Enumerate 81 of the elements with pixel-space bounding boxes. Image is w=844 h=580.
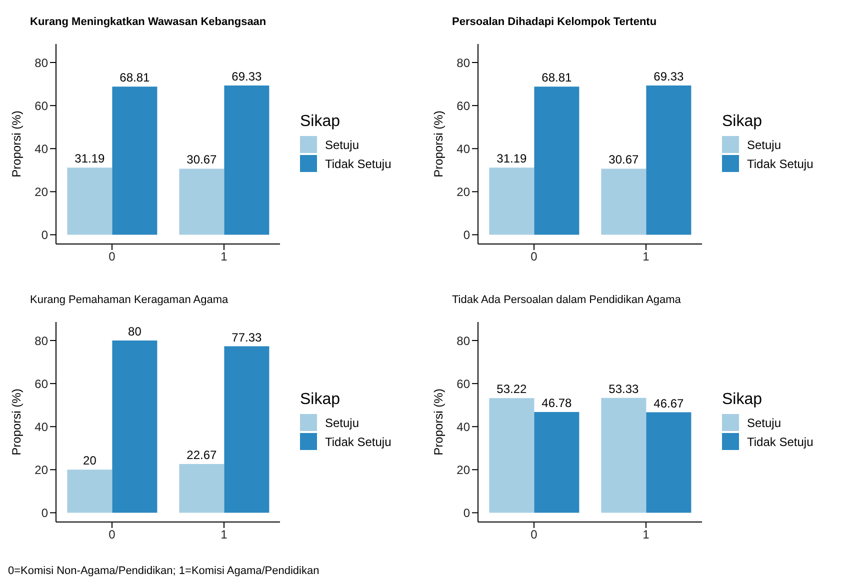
y-tick-label: 80: [34, 334, 48, 348]
y-tick-label: 20: [34, 462, 48, 477]
data-label: 68.81: [542, 70, 572, 85]
x-tick-label: 0: [530, 250, 538, 264]
legend-title: Sikap: [722, 113, 764, 131]
chart-title: Kurang Meningkatkan Wawasan Kebangsaan: [30, 16, 266, 28]
y-tick-label: 80: [34, 56, 48, 70]
bar: [179, 464, 224, 513]
bar: [534, 412, 580, 513]
chart-title: Persoalan Dihadapi Kelompok Tertentu: [452, 16, 657, 28]
y-tick-label: 60: [34, 98, 48, 113]
data-label: 30.67: [186, 152, 218, 167]
text: 0=Komisi Non-Agama/Pendidikan; 1=Komisi Agama/Pendidikan: [8, 565, 320, 577]
y-tick-label: 0: [463, 506, 470, 520]
legend-label: Setuju: [324, 136, 360, 154]
x-tick-label: 1: [642, 528, 650, 542]
data-label: 31.19: [74, 152, 106, 166]
x-tick-label: 0: [530, 528, 538, 542]
y-tick-label: 0: [41, 228, 48, 242]
data-label: 80: [128, 324, 142, 339]
x-tick-label: 0: [108, 528, 116, 542]
bar: [179, 168, 224, 235]
data-label: 77.33: [232, 330, 262, 344]
y-axis-title: Proporsi (%): [9, 388, 24, 456]
y-axis-title: Proporsi (%): [9, 110, 24, 178]
legend-label: Setuju: [746, 414, 782, 432]
y-tick-label: 60: [34, 376, 48, 391]
data-label: 69.33: [654, 69, 684, 84]
legend-label: Setuju: [746, 136, 782, 154]
chart-title: Kurang Pemahaman Keragaman Agama: [30, 294, 228, 306]
data-label: 20: [83, 454, 97, 468]
data-label: 69.33: [232, 69, 262, 84]
legend-title: Sikap: [300, 113, 342, 131]
legend-title: Sikap: [722, 391, 764, 409]
chart-title: Tidak Ada Persoalan dalam Pendidikan Agama: [452, 294, 681, 306]
y-tick-label: 60: [456, 98, 470, 113]
y-tick-label: 0: [463, 228, 470, 242]
y-tick-label: 40: [456, 142, 470, 156]
y-tick-label: 80: [456, 56, 470, 70]
bar: [112, 86, 158, 235]
bar: [224, 346, 270, 513]
bar: [112, 340, 158, 513]
x-tick-label: 1: [220, 250, 228, 264]
data-label: 31.19: [496, 152, 528, 166]
y-tick-label: 20: [456, 462, 470, 477]
legend-title: Sikap: [300, 391, 342, 409]
bar: [67, 470, 112, 513]
data-label: 68.81: [120, 70, 150, 85]
legend-label: Tidak Setuju: [324, 434, 392, 450]
y-tick-label: 40: [456, 420, 470, 434]
legend-label: Setuju: [324, 414, 360, 432]
bar: [601, 398, 646, 513]
data-label: 22.67: [186, 448, 218, 462]
data-label: 46.78: [542, 396, 572, 410]
legend-label: Tidak Setuju: [324, 156, 392, 172]
data-label: 30.67: [608, 152, 640, 167]
bar: [224, 85, 270, 235]
bar: [646, 85, 692, 235]
legend-label: Tidak Setuju: [746, 156, 814, 172]
y-axis-title: Proporsi (%): [431, 388, 446, 456]
legend-label: Tidak Setuju: [746, 434, 814, 450]
x-tick-label: 1: [220, 528, 228, 542]
bar: [67, 168, 112, 235]
data-label: 46.67: [654, 396, 684, 410]
y-tick-label: 20: [34, 184, 48, 199]
bar: [534, 86, 580, 235]
y-tick-label: 20: [456, 184, 470, 199]
bar: [489, 168, 534, 235]
y-tick-label: 0: [41, 506, 48, 520]
x-tick-label: 0: [108, 250, 116, 264]
y-tick-label: 80: [456, 334, 470, 348]
y-tick-label: 40: [34, 420, 48, 434]
y-tick-label: 60: [456, 376, 470, 391]
data-label: 53.22: [496, 382, 528, 396]
bar: [489, 398, 534, 513]
x-tick-label: 1: [642, 250, 650, 264]
y-axis-title: Proporsi (%): [431, 110, 446, 178]
data-label: 53.33: [608, 382, 640, 396]
bar: [646, 412, 692, 513]
y-tick-label: 40: [34, 142, 48, 156]
bar: [601, 168, 646, 235]
